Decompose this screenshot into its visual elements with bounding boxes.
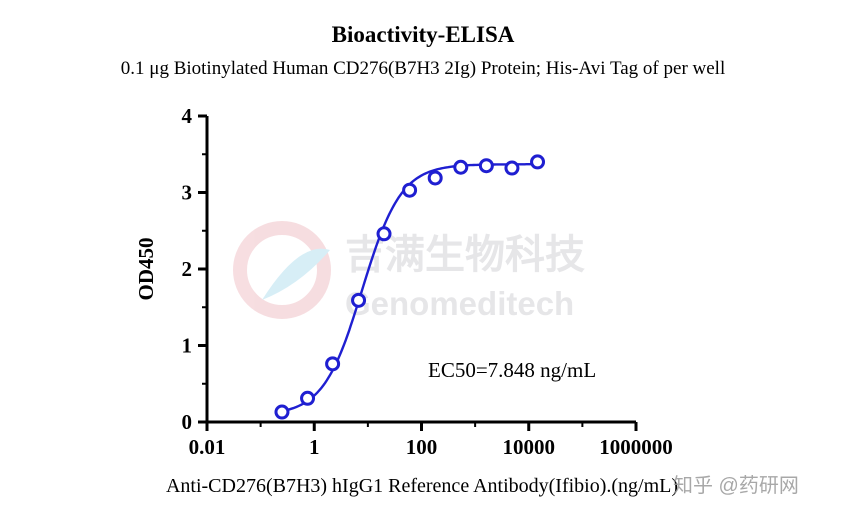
data-point xyxy=(325,356,341,372)
x-tick-label: 100 xyxy=(406,435,438,459)
y-tick-label: 0 xyxy=(182,410,193,434)
watermark-zhihu-text: 知乎 @药研网 xyxy=(673,474,799,497)
x-tick-label: 1 xyxy=(309,435,320,459)
x-tick-label: 10000 xyxy=(503,435,556,459)
data-point xyxy=(402,182,418,198)
x-tick-label: 1000000 xyxy=(599,435,673,459)
y-tick-label: 3 xyxy=(182,181,193,205)
data-point xyxy=(274,404,290,420)
watermark: 吉满生物科技 Genomeditech xyxy=(233,221,585,322)
watermark-leaf-icon xyxy=(262,248,330,300)
watermark-en-text: Genomeditech xyxy=(345,285,574,322)
x-tick-label: 0.01 xyxy=(189,435,226,459)
data-points xyxy=(274,154,546,420)
chart-title: Bioactivity-ELISA xyxy=(331,22,515,47)
data-point xyxy=(351,292,367,308)
data-point xyxy=(427,170,443,186)
y-tick-label: 2 xyxy=(182,257,193,281)
data-point xyxy=(530,154,546,170)
data-point xyxy=(300,390,316,406)
data-point xyxy=(453,159,469,175)
chart-subtitle: 0.1 μg Biotinylated Human CD276(B7H3 2Ig… xyxy=(120,58,726,79)
data-point xyxy=(478,158,494,174)
y-axis-ticks: 0 1 2 3 4 xyxy=(182,104,207,434)
y-axis-title: OD450 xyxy=(134,238,158,301)
x-axis-ticks: 0.01 1 100 10000 1000000 xyxy=(189,422,673,459)
data-point xyxy=(504,160,520,176)
ec50-annotation: EC50=7.848 ng/mL xyxy=(428,358,596,382)
x-axis-title: Anti-CD276(B7H3) hIgG1 Reference Antibod… xyxy=(166,475,678,497)
y-tick-label: 1 xyxy=(182,334,193,358)
y-tick-label: 4 xyxy=(182,104,193,128)
data-point xyxy=(376,226,392,242)
watermark-logo-icon xyxy=(233,221,331,319)
